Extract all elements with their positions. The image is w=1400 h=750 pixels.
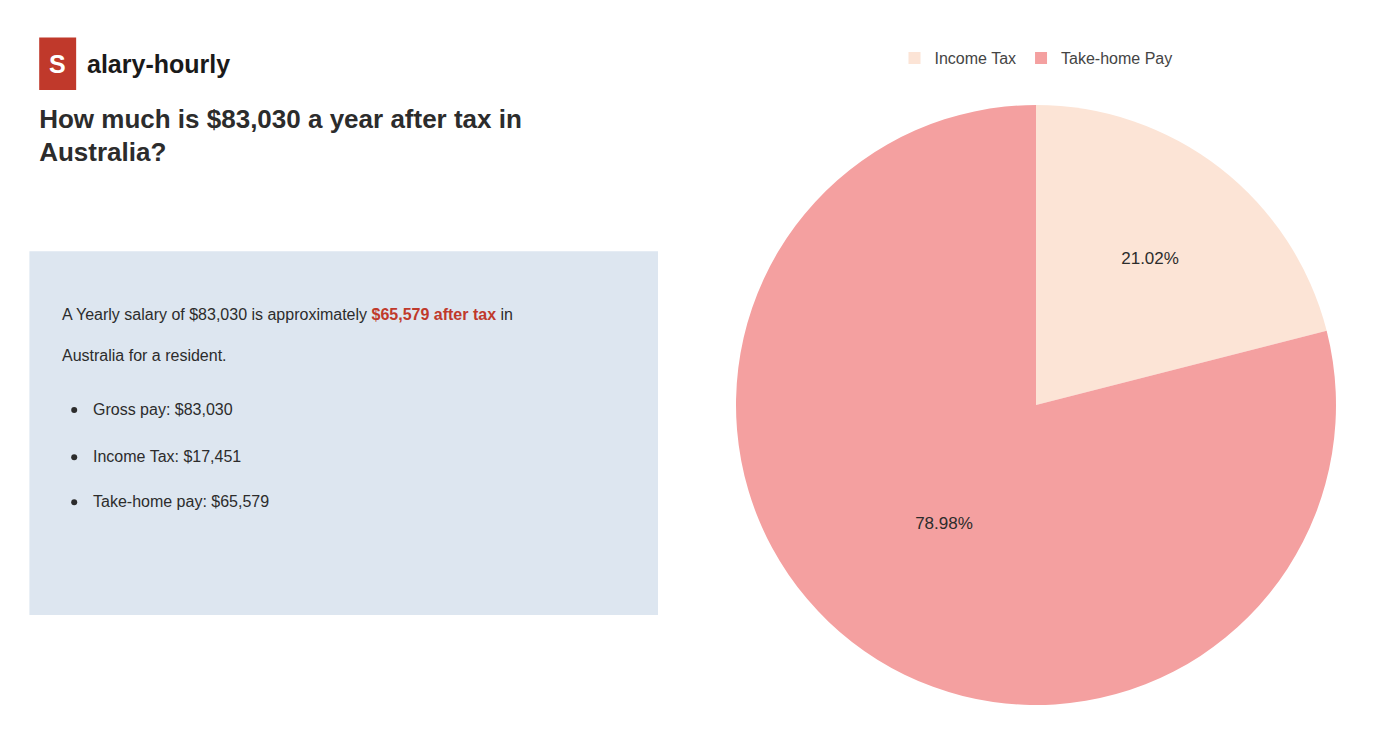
svg-text:Take-home Pay: Take-home Pay	[1061, 50, 1172, 67]
svg-text:Gross pay: $83,030: Gross pay: $83,030	[93, 401, 233, 418]
svg-text:Income Tax: $17,451: Income Tax: $17,451	[93, 448, 241, 465]
svg-text:S: S	[49, 50, 66, 78]
svg-text:Australia for a resident.: Australia for a resident.	[62, 347, 227, 364]
svg-text:How much is $83,030 a year aft: How much is $83,030 a year after tax inA…	[39, 104, 522, 168]
svg-text:alary-hourly: alary-hourly	[87, 50, 230, 78]
svg-text:Take-home pay: $65,579: Take-home pay: $65,579	[93, 493, 269, 510]
svg-text:78.98%: 78.98%	[915, 514, 973, 533]
svg-text:21.02%: 21.02%	[1121, 249, 1179, 268]
svg-text:A Yearly salary of $83,030 is: A Yearly salary of $83,030 is approximat…	[62, 306, 513, 323]
svg-text:Income Tax: Income Tax	[935, 50, 1017, 67]
